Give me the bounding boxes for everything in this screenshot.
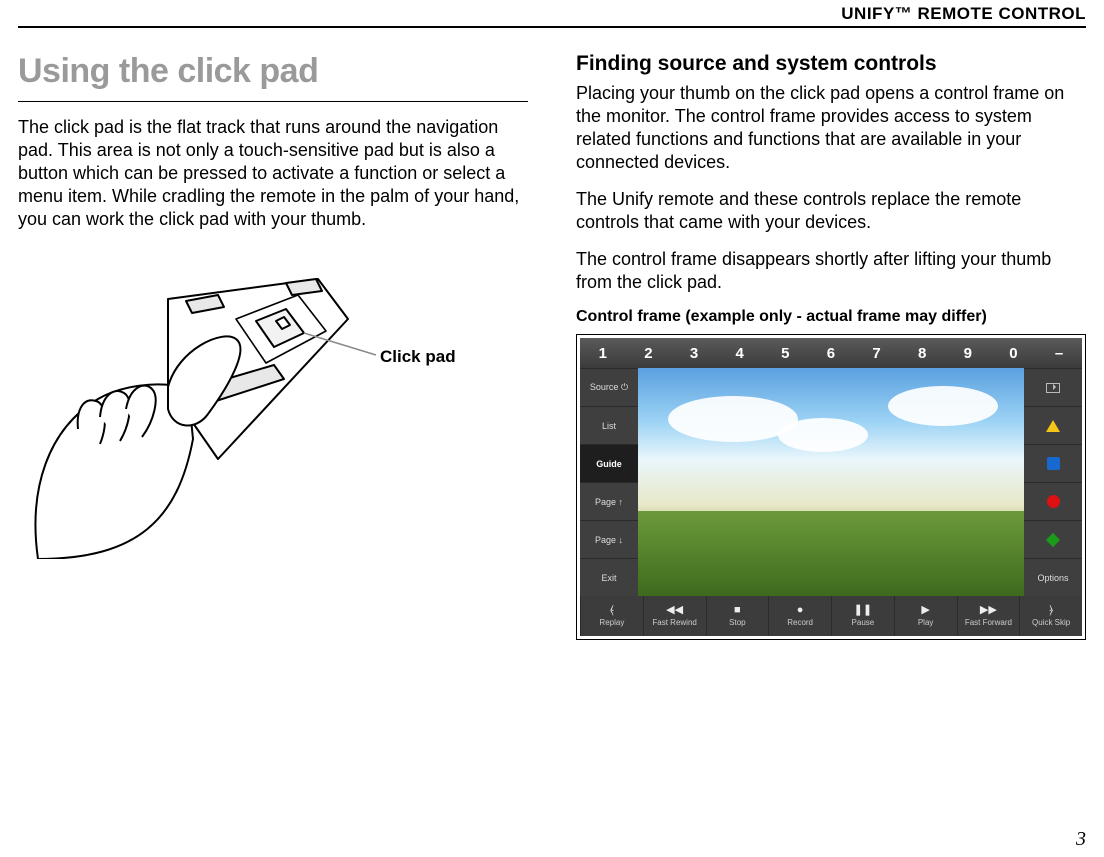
cf-number-key: 9 <box>964 345 972 362</box>
cf-transport-item: ■ Stop <box>706 596 769 636</box>
transport-label: Record <box>787 618 813 627</box>
cf-transport-item: ❚❚ Pause <box>831 596 894 636</box>
hand-remote-svg <box>18 259 528 559</box>
cf-right-item <box>1024 444 1082 482</box>
control-frame-caption: Control frame (example only - actual fra… <box>576 308 1086 326</box>
transport-icon: ❚❚ <box>854 605 872 616</box>
cf-right-column: Options <box>1024 368 1082 596</box>
cf-transport-item: ⦒ Quick Skip <box>1019 596 1082 636</box>
transport-icon: ■ <box>734 605 741 616</box>
transport-icon: ⦒ <box>1049 605 1053 616</box>
paragraph-1: Placing your thumb on the click pad open… <box>576 82 1086 174</box>
cf-video-area <box>638 368 1024 596</box>
cf-number-key: 4 <box>736 345 744 362</box>
page-number: 3 <box>1076 828 1086 851</box>
cf-number-key: 3 <box>690 345 698 362</box>
paragraph-2: The Unify remote and these controls repl… <box>576 188 1086 234</box>
intro-paragraph: The click pad is the flat track that run… <box>18 116 528 231</box>
right-column: Finding source and system controls Placi… <box>576 52 1086 640</box>
two-column-layout: Using the click pad The click pad is the… <box>18 52 1086 640</box>
hand-illustration: Click pad <box>18 259 528 559</box>
transport-icon: ◀◀ <box>666 605 683 616</box>
transport-label: Pause <box>852 618 875 627</box>
cf-number-key: 5 <box>781 345 789 362</box>
transport-icon: ⦑ <box>610 605 614 616</box>
cf-transport-item: ▶ Play <box>894 596 957 636</box>
cloud-shape <box>778 418 868 452</box>
cf-left-item: Page ↓ <box>580 520 638 558</box>
cf-transport-item: ● Record <box>768 596 831 636</box>
transport-label: Quick Skip <box>1032 618 1070 627</box>
cf-number-key: 2 <box>644 345 652 362</box>
cf-right-item <box>1024 368 1082 406</box>
cf-number-key: 1 <box>599 345 607 362</box>
section-rule <box>18 101 528 102</box>
cf-right-item <box>1024 406 1082 444</box>
transport-label: Replay <box>599 618 624 627</box>
transport-icon: ● <box>797 605 804 616</box>
transport-label: Fast Forward <box>965 618 1012 627</box>
control-frame: 1 2 3 4 5 6 7 8 9 0 – Source ⏻ListGuidePage ↑Page … <box>580 338 1082 636</box>
grass-shape <box>638 511 1024 596</box>
cf-middle: Source ⏻ListGuidePage ↑Page ↓Exit Option… <box>580 368 1082 596</box>
cf-number-key: – <box>1055 345 1063 362</box>
callout-label-click-pad: Click pad <box>380 347 456 367</box>
cf-transport-item: ▶▶ Fast Forward <box>957 596 1020 636</box>
transport-label: Play <box>918 618 934 627</box>
cf-left-item: Exit <box>580 558 638 596</box>
cf-left-item: List <box>580 406 638 444</box>
header-title: UNIFY™ REMOTE CONTROL <box>841 4 1086 23</box>
cf-number-key: 0 <box>1009 345 1017 362</box>
transport-icon: ▶ <box>921 605 929 616</box>
cf-number-key: 8 <box>918 345 926 362</box>
cf-left-column: Source ⏻ListGuidePage ↑Page ↓Exit <box>580 368 638 596</box>
cf-transport-row: ⦑ Replay ◀◀ Fast Rewind ■ Stop ● Record ❚❚ Pause ▶… <box>580 596 1082 636</box>
section-title: Using the click pad <box>18 52 528 91</box>
cf-number-row: 1 2 3 4 5 6 7 8 9 0 – <box>580 338 1082 368</box>
cf-right-item <box>1024 520 1082 558</box>
cf-transport-item: ◀◀ Fast Rewind <box>643 596 706 636</box>
control-frame-figure: 1 2 3 4 5 6 7 8 9 0 – Source ⏻ListGuidePage ↑Page … <box>576 334 1086 640</box>
cloud-shape <box>888 386 998 426</box>
transport-icon: ▶▶ <box>980 605 997 616</box>
cf-left-item: Source ⏻ <box>580 368 638 406</box>
cf-right-item <box>1024 482 1082 520</box>
page-header: UNIFY™ REMOTE CONTROL <box>18 4 1086 28</box>
cf-left-item: Guide <box>580 444 638 482</box>
left-column: Using the click pad The click pad is the… <box>18 52 528 640</box>
transport-label: Stop <box>729 618 745 627</box>
cf-number-key: 6 <box>827 345 835 362</box>
cf-right-item: Options <box>1024 558 1082 596</box>
cf-number-key: 7 <box>872 345 880 362</box>
cf-left-item: Page ↑ <box>580 482 638 520</box>
cf-transport-item: ⦑ Replay <box>580 596 643 636</box>
paragraph-3: The control frame disappears shortly aft… <box>576 248 1086 294</box>
subhead-finding-controls: Finding source and system controls <box>576 52 1086 76</box>
transport-label: Fast Rewind <box>652 618 696 627</box>
